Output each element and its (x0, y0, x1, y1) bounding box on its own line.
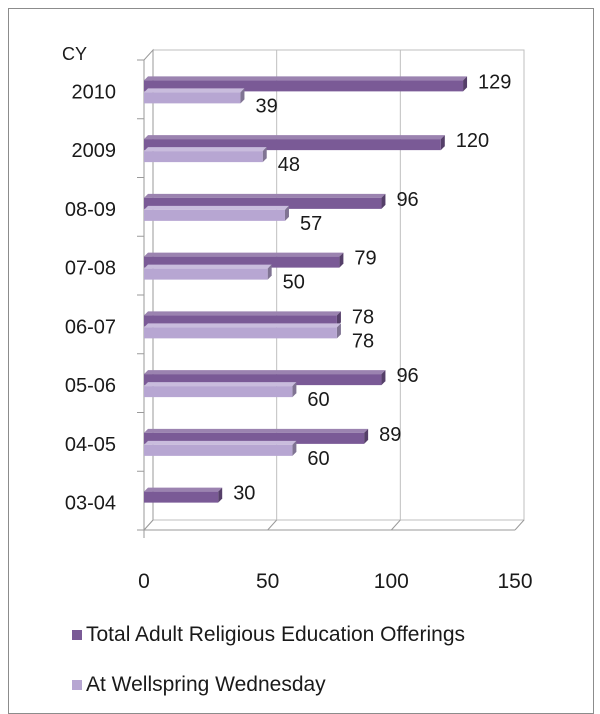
y-axis-title: CY (62, 44, 87, 64)
bar-total-06-07-top (144, 311, 341, 316)
bar-total-05-06 (144, 374, 382, 386)
data-label-wellspring-04-05: 60 (307, 448, 329, 470)
bar-wellspring-05-06-side (292, 382, 297, 398)
data-label-wellspring-08-09: 57 (300, 213, 322, 235)
x-tick-label-0: 0 (138, 570, 150, 593)
y-tick-label-05-06: 05-06 (65, 375, 116, 397)
x-tick-label-50: 50 (256, 570, 279, 593)
data-label-wellspring-05-06: 60 (307, 389, 329, 411)
bar-wellspring-04-05-top (144, 440, 297, 445)
bar-total-08-09-side (381, 193, 386, 209)
bar-total-2009-top (144, 135, 445, 140)
bar-wellspring-2010 (144, 92, 241, 104)
bar-wellspring-2010-top (144, 88, 245, 93)
floor-line-50 (267, 519, 278, 531)
chart-side-wall (143, 48, 154, 532)
bar-total-05-06-side (381, 370, 386, 386)
bar-wellspring-04-05-side (292, 440, 297, 456)
bar-total-03-04-side (218, 487, 223, 503)
bar-wellspring-05-06 (144, 386, 293, 398)
y-tick-label-2009: 2009 (72, 140, 117, 162)
bar-wellspring-2010-side (240, 88, 245, 104)
y-tick-label-04-05: 04-05 (65, 434, 116, 456)
bar-wellspring-08-09-top (144, 205, 289, 210)
bar-total-07-08-side (339, 252, 344, 268)
data-label-total-07-08: 79 (354, 248, 376, 270)
data-label-wellspring-2009: 48 (278, 154, 300, 176)
data-label-wellspring-2010: 39 (255, 95, 277, 117)
legend-item-wellspring: At Wellspring Wednesday (72, 673, 326, 697)
data-label-total-2009: 120 (456, 130, 489, 152)
data-label-total-2010: 129 (478, 71, 511, 93)
bar-wellspring-04-05 (144, 444, 293, 456)
floor-line-150 (514, 519, 525, 531)
y-tick-label-03-04: 03-04 (65, 493, 116, 515)
bar-total-06-07 (144, 315, 337, 327)
bar-total-08-09-top (144, 193, 386, 198)
bar-total-04-05-top (144, 428, 369, 433)
x-tick-label-150: 150 (497, 570, 532, 593)
legend-item-total: Total Adult Religious Education Offering… (72, 623, 465, 647)
bar-total-03-04 (144, 491, 219, 503)
data-label-total-06-07: 78 (352, 306, 374, 328)
y-tick-label-07-08: 07-08 (65, 258, 116, 280)
y-tick-label-08-09: 08-09 (65, 199, 116, 221)
bar-wellspring-07-08-top (144, 264, 272, 269)
x-tick-label-100: 100 (374, 570, 409, 593)
bar-total-07-08-top (144, 252, 344, 257)
data-label-total-05-06: 96 (396, 365, 418, 387)
bar-wellspring-07-08-side (267, 264, 272, 280)
data-label-wellspring-07-08: 50 (283, 272, 305, 294)
legend-label-wellspring: At Wellspring Wednesday (86, 673, 326, 696)
legend-swatch-wellspring (72, 680, 82, 690)
bar-total-06-07-side (336, 311, 341, 327)
data-label-total-08-09: 96 (396, 189, 418, 211)
bar-wellspring-06-07 (144, 327, 337, 339)
bar-wellspring-2009-side (262, 147, 267, 163)
bar-total-07-08 (144, 256, 340, 268)
bar-wellspring-08-09-side (284, 205, 289, 221)
bar-total-05-06-top (144, 370, 386, 375)
bar-total-04-05 (144, 432, 365, 444)
legend-label-total: Total Adult Religious Education Offering… (86, 623, 466, 646)
bar-wellspring-06-07-top (144, 323, 341, 328)
bar-total-2010 (144, 80, 464, 92)
bar-total-03-04-top (144, 487, 223, 492)
bar-wellspring-2009-top (144, 147, 267, 152)
bar-wellspring-05-06-top (144, 382, 297, 387)
bar-total-04-05-side (364, 428, 369, 444)
bar-total-2009-side (440, 135, 445, 151)
legend-swatch-total (72, 630, 82, 640)
data-label-total-04-05: 89 (379, 424, 401, 446)
data-label-total-03-04: 30 (233, 483, 255, 505)
bar-total-2009 (144, 139, 441, 151)
y-tick-label-06-07: 06-07 (65, 316, 116, 338)
y-tick-label-2010: 2010 (72, 81, 117, 103)
bar-wellspring-2009 (144, 151, 263, 163)
bar-total-2010-side (463, 76, 468, 92)
data-label-wellspring-06-07: 78 (352, 330, 374, 352)
bar-total-08-09 (144, 197, 382, 209)
bar-total-2010-top (144, 76, 468, 81)
floor-line-100 (390, 519, 401, 531)
bar-wellspring-08-09 (144, 209, 285, 221)
bar-wellspring-06-07-side (336, 323, 341, 339)
bar-wellspring-07-08 (144, 268, 268, 280)
